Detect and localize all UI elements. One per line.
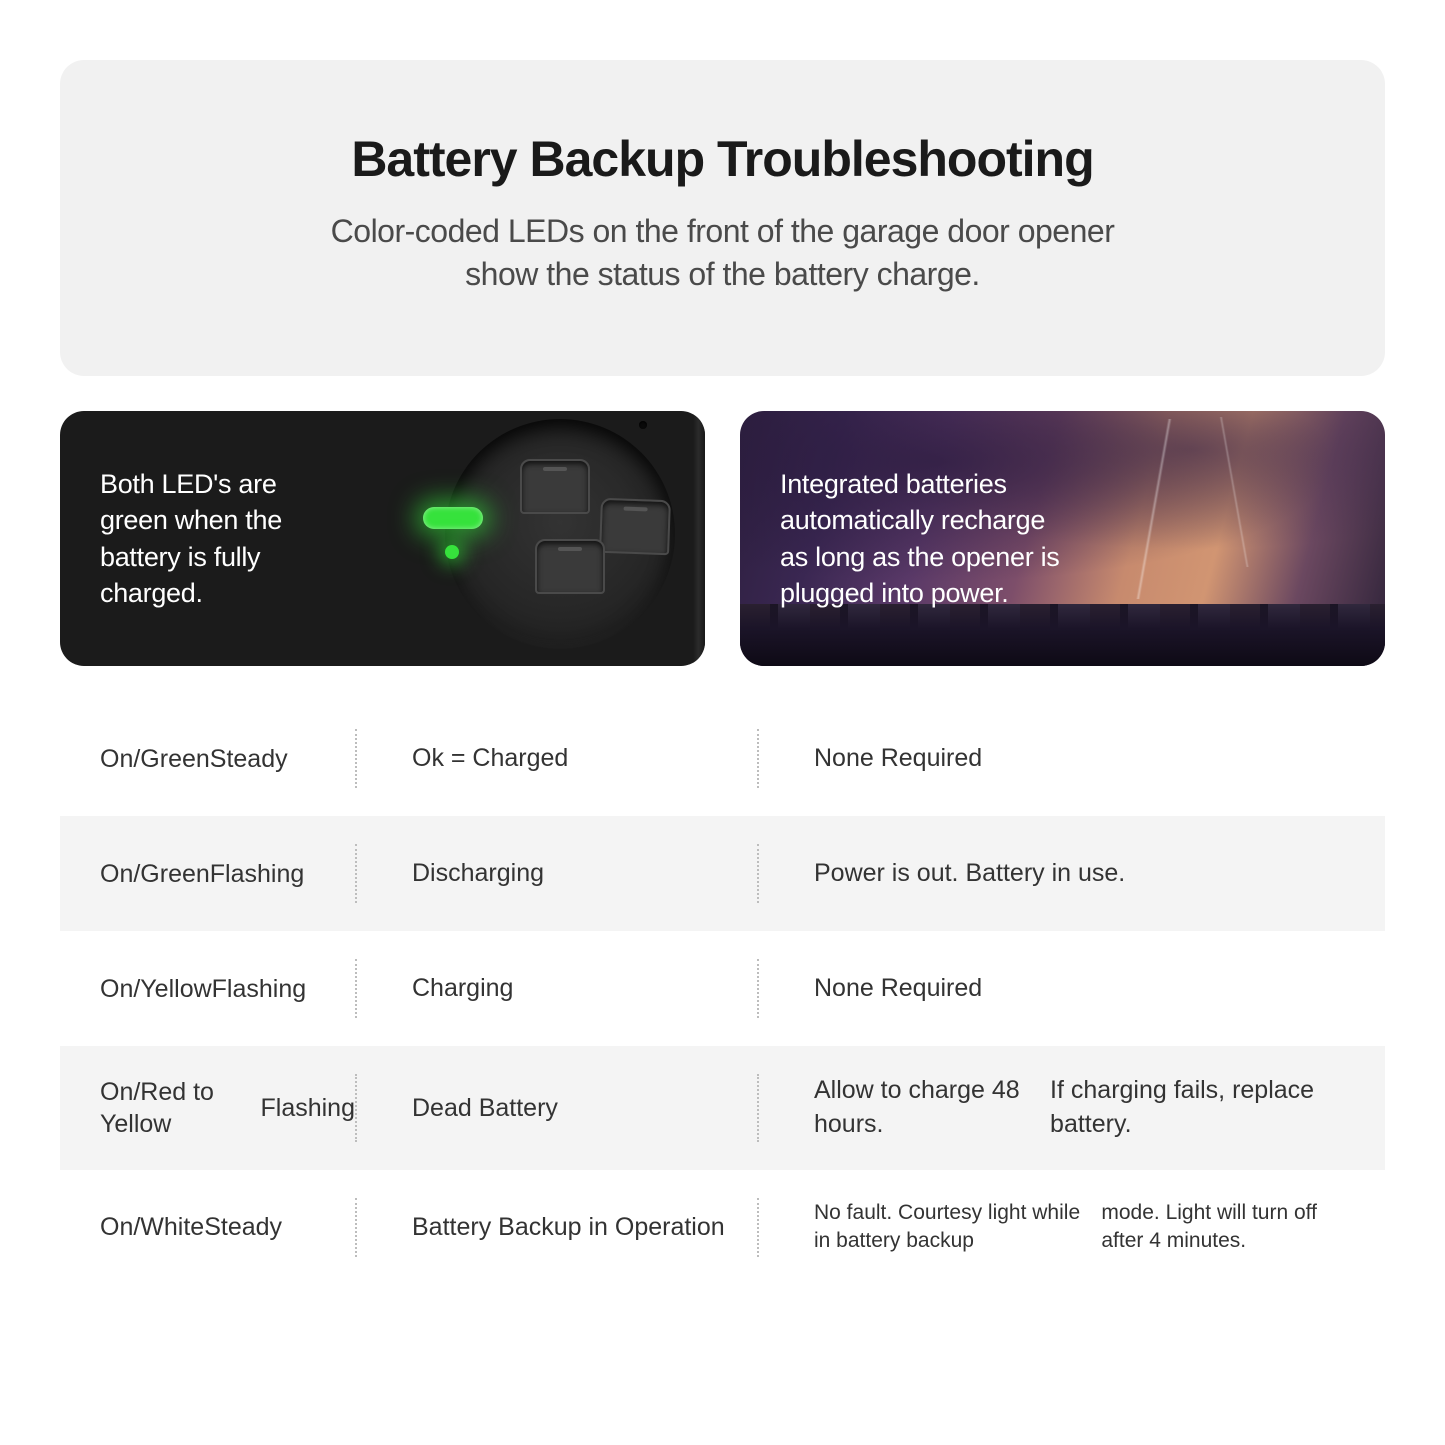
- led-status-cell: On/YellowFlashing: [100, 973, 355, 1006]
- battery-slot-icon: [520, 459, 590, 514]
- meaning-cell: Dead Battery: [357, 1094, 757, 1123]
- led-status-cell: On/GreenFlashing: [100, 858, 355, 891]
- card-recharge-text: Integrated batteries automatically recha…: [780, 466, 1060, 612]
- card-left-line1: Both LED's are: [100, 469, 277, 499]
- subtitle-line-2: show the status of the battery charge.: [465, 256, 980, 292]
- green-led-dot-icon: [445, 545, 459, 559]
- device-illustration: [415, 411, 675, 666]
- page-title: Battery Backup Troubleshooting: [120, 130, 1325, 188]
- meaning-cell: Charging: [357, 974, 757, 1003]
- action-cell: Allow to charge 48 hours.If charging fai…: [759, 1074, 1345, 1142]
- green-led-bar-icon: [423, 507, 483, 529]
- table-row: On/GreenSteadyOk = ChargedNone Required: [60, 701, 1385, 816]
- card-right-line2: automatically recharge: [780, 505, 1045, 535]
- info-cards-row: Both LED's are green when the battery is…: [60, 411, 1385, 666]
- table-row: On/GreenFlashingDischargingPower is out.…: [60, 816, 1385, 931]
- action-cell: None Required: [759, 742, 1345, 776]
- led-status-cell: On/GreenSteady: [100, 743, 355, 776]
- troubleshooting-table: On/GreenSteadyOk = ChargedNone RequiredO…: [60, 701, 1385, 1285]
- table-row: On/YellowFlashingChargingNone Required: [60, 931, 1385, 1046]
- card-right-line3: as long as the opener is: [780, 542, 1060, 572]
- meaning-cell: Battery Backup in Operation: [357, 1213, 757, 1242]
- action-cell: Power is out. Battery in use.: [759, 857, 1345, 891]
- led-status-cell: On/Red to YellowFlashing: [100, 1076, 355, 1141]
- card-led-status: Both LED's are green when the battery is…: [60, 411, 705, 666]
- battery-slot-icon: [599, 498, 671, 555]
- table-row: On/Red to YellowFlashingDead BatteryAllo…: [60, 1046, 1385, 1170]
- battery-well: [445, 419, 675, 649]
- meaning-cell: Discharging: [357, 859, 757, 888]
- meaning-cell: Ok = Charged: [357, 744, 757, 773]
- led-status-cell: On/WhiteSteady: [100, 1211, 355, 1244]
- battery-slot-icon: [535, 539, 605, 594]
- subtitle-line-1: Color-coded LEDs on the front of the gar…: [331, 213, 1115, 249]
- header-card: Battery Backup Troubleshooting Color-cod…: [60, 60, 1385, 376]
- card-right-line4: plugged into power.: [780, 578, 1008, 608]
- action-cell: None Required: [759, 972, 1345, 1006]
- card-left-line2: green when the: [100, 505, 282, 535]
- action-cell: No fault. Courtesy light while in batter…: [759, 1199, 1345, 1256]
- page-subtitle: Color-coded LEDs on the front of the gar…: [120, 210, 1325, 296]
- card-left-line4: charged.: [100, 578, 203, 608]
- card-right-line1: Integrated batteries: [780, 469, 1007, 499]
- card-led-status-text: Both LED's are green when the battery is…: [100, 466, 282, 612]
- table-row: On/WhiteSteadyBattery Backup in Operatio…: [60, 1170, 1385, 1285]
- card-recharge-info: Integrated batteries automatically recha…: [740, 411, 1385, 666]
- card-left-line3: battery is fully: [100, 542, 260, 572]
- device-panel-edge: [693, 411, 705, 666]
